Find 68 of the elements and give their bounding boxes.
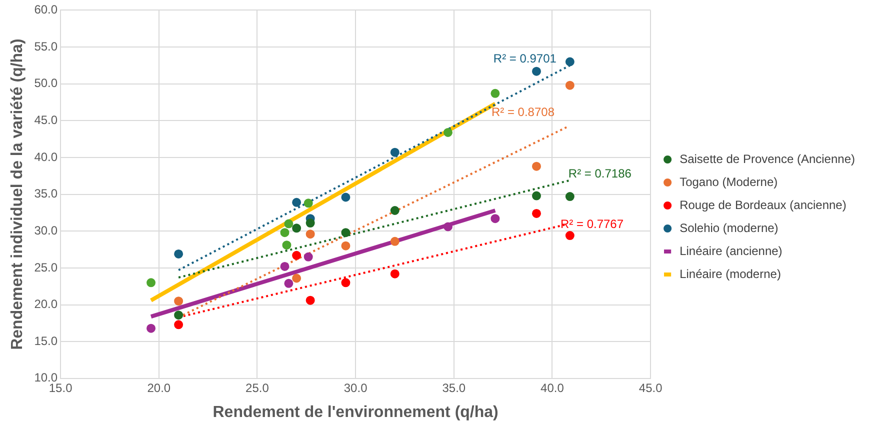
point <box>532 191 541 200</box>
y-tick-label: 30.0 <box>34 223 58 238</box>
x-tick-label: 20.0 <box>147 380 171 395</box>
point <box>390 206 400 215</box>
legend-label: Linéaire (ancienne) <box>680 244 782 258</box>
point <box>146 278 156 288</box>
point <box>306 296 315 305</box>
point <box>443 222 452 232</box>
y-axis-title: Rendement individuel de la variété (q/ha) <box>9 38 26 350</box>
point <box>341 228 350 238</box>
y-tick-label: 20.0 <box>34 297 58 312</box>
y-tick-label: 15.0 <box>34 334 58 348</box>
legend-label: Solehio (moderne) <box>680 220 778 235</box>
x-tick-label: 40.0 <box>540 380 564 395</box>
annotation: R² = 0.7186 <box>568 166 632 181</box>
annotation: R² = 0.8708 <box>491 104 555 119</box>
point <box>341 192 350 202</box>
y-tick-label: 25.0 <box>34 260 58 274</box>
point <box>390 148 400 157</box>
point <box>306 218 315 228</box>
point <box>292 224 302 233</box>
point <box>282 240 292 250</box>
legend-label: Linéaire (moderne) <box>680 266 781 281</box>
point <box>532 66 541 76</box>
annotation: R² = 0.7767 <box>560 216 624 231</box>
point <box>280 228 290 238</box>
y-tick-label: 40.0 <box>34 150 58 164</box>
y-tick-label: 50.0 <box>34 76 58 90</box>
point <box>341 278 350 288</box>
point <box>341 241 350 250</box>
legend-label: Saisette de Provence (Ancienne) <box>680 152 856 166</box>
point <box>174 310 184 320</box>
point <box>146 324 156 333</box>
point <box>490 88 500 98</box>
point <box>292 198 302 207</box>
point <box>565 231 574 240</box>
point <box>490 214 500 224</box>
point <box>174 320 184 330</box>
point <box>174 249 184 258</box>
x-tick-label: 25.0 <box>246 380 270 395</box>
point <box>565 57 574 66</box>
point <box>443 128 452 137</box>
point <box>280 262 290 271</box>
x-tick-label: 30.0 <box>344 380 368 395</box>
point <box>292 274 302 283</box>
y-tick-label: 55.0 <box>34 39 58 54</box>
point <box>292 250 302 260</box>
x-axis-title: Rendement de l'environnement (q/ha) <box>212 404 498 421</box>
point <box>532 162 541 171</box>
y-tick-label: 45.0 <box>34 112 58 127</box>
point <box>284 278 294 288</box>
x-tick-label: 35.0 <box>442 380 466 395</box>
point <box>304 252 313 262</box>
point <box>565 80 574 90</box>
point <box>390 269 400 278</box>
y-tick-label: 35.0 <box>34 186 58 201</box>
point <box>532 208 541 218</box>
y-tick-label: 60.0 <box>34 2 58 17</box>
point <box>390 236 400 246</box>
point <box>565 192 574 202</box>
point <box>306 230 315 239</box>
annotation: R² = 0.9701 <box>493 52 557 66</box>
x-tick-label: 45.0 <box>638 380 663 395</box>
point <box>304 198 313 208</box>
legend-label: Rouge de Bordeaux (ancienne) <box>680 198 846 212</box>
point <box>174 296 184 306</box>
point <box>284 219 294 228</box>
legend-label: Togano (Moderne) <box>680 174 778 189</box>
